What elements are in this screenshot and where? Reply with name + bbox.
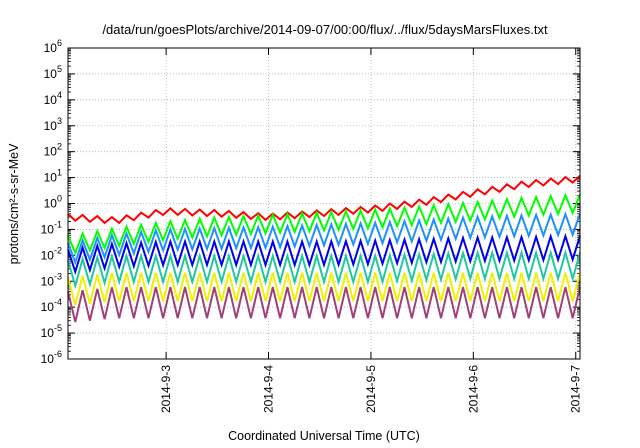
- y-tick-label: 10-6: [41, 349, 62, 366]
- y-tick-labels: 10610510410310210110010-110-210-310-410-…: [41, 38, 62, 366]
- series-line: [67, 286, 581, 323]
- grid-lines: [68, 47, 580, 360]
- y-tick-exponent: -6: [54, 349, 62, 359]
- series-line: [67, 232, 581, 276]
- x-tick-label: 2014-9-7: [569, 365, 583, 413]
- y-tick-label: 10-3: [41, 271, 62, 288]
- y-tick-exponent: 6: [57, 38, 62, 48]
- y-tick-label: 10-5: [41, 323, 62, 340]
- y-tick-label: 102: [44, 142, 62, 159]
- x-tick-label: 2014-9-6: [466, 365, 480, 413]
- x-tick-label: 2014-9-3: [159, 365, 173, 413]
- y-tick-exponent: 2: [57, 142, 62, 152]
- y-tick-label: 10-2: [41, 245, 62, 262]
- y-tick-exponent: 5: [57, 64, 62, 74]
- y-tick-label: 103: [44, 116, 62, 133]
- x-tick-label: 2014-9-5: [364, 365, 378, 413]
- x-axis-label: Coordinated Universal Time (UTC): [228, 429, 420, 443]
- x-tick-label: 2014-9-4: [262, 365, 276, 413]
- series-line: [67, 192, 581, 256]
- series-line: [67, 174, 581, 225]
- series-group: [67, 174, 581, 323]
- y-tick-label: 100: [44, 194, 62, 211]
- y-tick-exponent: -5: [54, 323, 62, 333]
- y-tick-exponent: 4: [57, 90, 62, 100]
- y-tick-exponent: -4: [54, 297, 62, 307]
- y-axis-label: protons/cm²-s-sr-MeV: [7, 143, 21, 265]
- plot-frame: [67, 47, 581, 360]
- series-line: [67, 249, 581, 290]
- y-tick-label: 104: [44, 90, 62, 107]
- y-tick-label: 106: [44, 38, 62, 55]
- y-tick-exponent: -2: [54, 245, 62, 255]
- y-tick-exponent: 0: [57, 194, 62, 204]
- y-tick-exponent: 1: [57, 168, 62, 178]
- y-tick-label: 10-1: [41, 219, 62, 236]
- y-tick-label: 10-4: [41, 297, 62, 314]
- y-tick-label: 101: [44, 168, 62, 185]
- chart-title: /data/run/goesPlots/archive/2014-09-07/0…: [102, 22, 548, 37]
- y-tick-label: 105: [44, 64, 62, 81]
- x-tick-labels: 2014-9-3 2014-9-4 2014-9-5 2014-9-6 2014-9-7: [159, 365, 583, 413]
- y-tick-exponent: 3: [57, 116, 62, 126]
- series-line: [67, 272, 581, 306]
- y-tick-exponent: -1: [54, 219, 62, 229]
- series-line: [67, 211, 581, 266]
- y-tick-exponent: -3: [54, 271, 62, 281]
